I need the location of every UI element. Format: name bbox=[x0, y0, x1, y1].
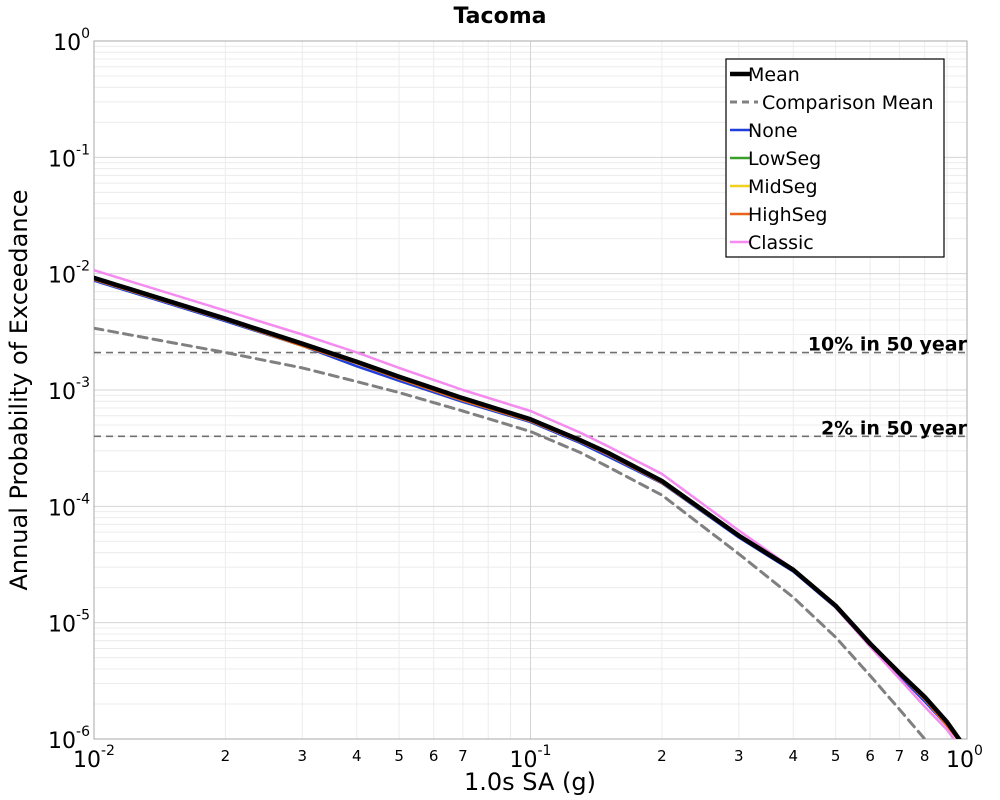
y-tick-base: 10 bbox=[48, 729, 76, 754]
y-tick-exponent: -4 bbox=[76, 491, 90, 507]
legend-label: None bbox=[748, 120, 798, 142]
y-tick-base: 10 bbox=[48, 496, 76, 521]
x-minor-tick-label: 5 bbox=[831, 747, 841, 765]
y-tick-label: 10-5 bbox=[48, 608, 90, 638]
reference-line-label: 2% in 50 year bbox=[821, 417, 968, 439]
x-axis-label: 1.0s SA (g) bbox=[464, 768, 596, 796]
legend-label: MidSeg bbox=[748, 176, 818, 198]
y-tick-base: 10 bbox=[48, 380, 76, 405]
x-minor-tick-label: 4 bbox=[352, 747, 362, 765]
legend-item-highseg: HighSeg bbox=[730, 204, 827, 226]
legend-item-lowseg: LowSeg bbox=[730, 148, 821, 170]
legend-label: LowSeg bbox=[748, 148, 821, 170]
x-tick-exponent: -1 bbox=[538, 743, 552, 759]
x-tick-exponent: 0 bbox=[974, 743, 983, 759]
plot-frame bbox=[93, 40, 968, 740]
y-tick-exponent: -6 bbox=[76, 724, 90, 740]
x-minor-tick-label: 4 bbox=[789, 747, 799, 765]
series-line-mean bbox=[94, 275, 962, 739]
y-tick-label: 10-1 bbox=[48, 142, 90, 172]
y-tick-base: 10 bbox=[48, 147, 76, 172]
y-tick-exponent: -5 bbox=[76, 608, 90, 624]
legend-label: Comparison Mean bbox=[762, 92, 934, 114]
x-tick-label: 10-1 bbox=[510, 743, 552, 773]
x-minor-tick-label: 7 bbox=[458, 747, 468, 765]
series-line-comparison-mean bbox=[94, 326, 927, 739]
legend-label: Mean bbox=[748, 64, 800, 86]
x-tick-base: 10 bbox=[73, 748, 101, 773]
y-tick-base: 10 bbox=[48, 264, 76, 289]
y-tick-label: 100 bbox=[53, 26, 90, 56]
x-tick-label: 100 bbox=[946, 743, 983, 773]
x-minor-tick-label: 2 bbox=[221, 747, 231, 765]
x-tick-base: 10 bbox=[946, 748, 974, 773]
y-axis-label: Annual Probability of Exceedance bbox=[5, 189, 33, 590]
x-minor-tick-label: 5 bbox=[394, 747, 404, 765]
x-tick-base: 10 bbox=[510, 748, 538, 773]
reference-line-label: 10% in 50 year bbox=[808, 334, 968, 356]
legend-label: Classic bbox=[748, 232, 814, 254]
x-minor-tick-label: 3 bbox=[734, 747, 744, 765]
y-tick-label: 10-3 bbox=[48, 375, 90, 405]
y-tick-label: 10-2 bbox=[48, 259, 90, 289]
x-tick-label: 10-2 bbox=[73, 743, 115, 773]
y-tick-label: 10-6 bbox=[48, 724, 90, 754]
y-tick-label: 10-4 bbox=[48, 491, 90, 521]
legend-item-none: None bbox=[730, 120, 798, 142]
y-tick-exponent: 0 bbox=[81, 26, 90, 42]
legend-item-classic: Classic bbox=[730, 232, 814, 254]
legend-label: HighSeg bbox=[748, 204, 827, 226]
y-tick-base: 10 bbox=[48, 613, 76, 638]
y-tick-exponent: -2 bbox=[76, 259, 90, 275]
legend-item-mean: Mean bbox=[730, 64, 800, 86]
legend-item-midseg: MidSeg bbox=[730, 176, 818, 198]
y-tick-exponent: -3 bbox=[76, 375, 90, 391]
chart-title: Tacoma bbox=[454, 4, 547, 29]
series-line-classic bbox=[94, 268, 956, 739]
legend-box bbox=[725, 58, 945, 258]
y-tick-exponent: -1 bbox=[76, 142, 90, 158]
x-minor-tick-label: 8 bbox=[920, 747, 930, 765]
legend: Mean Comparison Mean None LowSeg MidSeg HighS… bbox=[725, 58, 945, 258]
legend-item-comparison-mean: Comparison Mean bbox=[730, 92, 934, 114]
x-minor-tick-label: 6 bbox=[429, 747, 439, 765]
x-minor-tick-label: 6 bbox=[865, 747, 875, 765]
x-minor-tick-label: 2 bbox=[657, 747, 667, 765]
x-minor-tick-label: 7 bbox=[895, 747, 905, 765]
x-tick-exponent: -2 bbox=[101, 743, 115, 759]
y-tick-base: 10 bbox=[53, 31, 81, 56]
x-minor-tick-label: 3 bbox=[297, 747, 307, 765]
